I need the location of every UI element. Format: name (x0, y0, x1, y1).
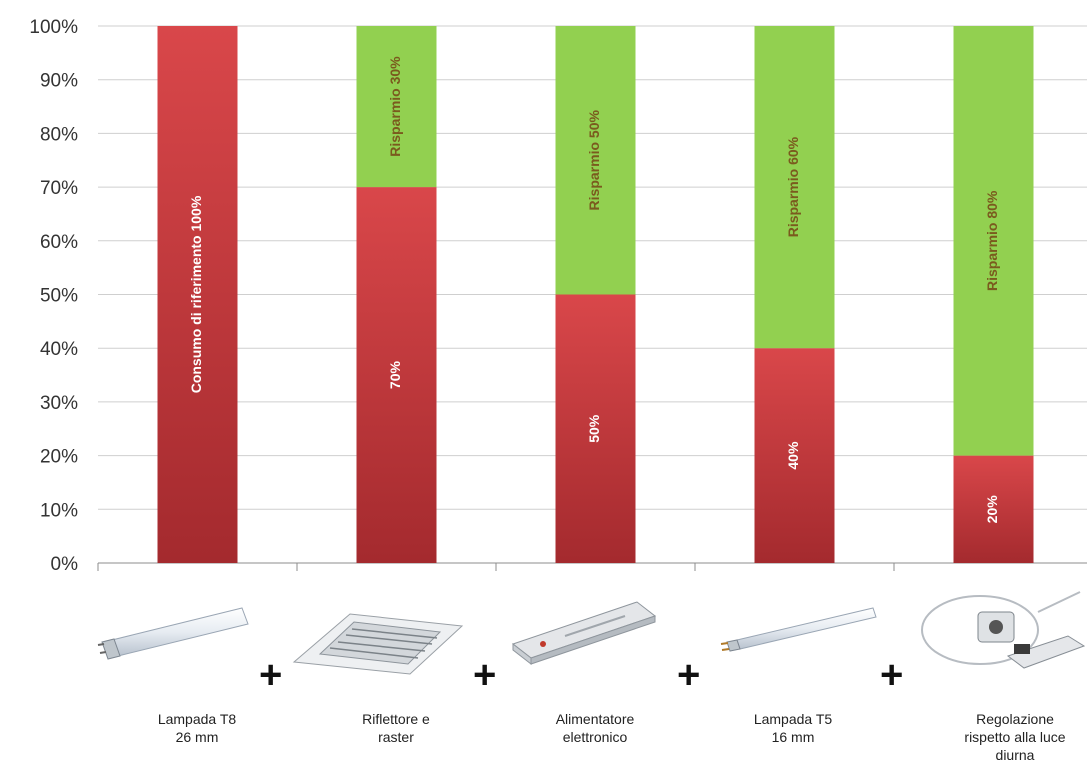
reflector-raster-luminaire-icon (292, 613, 464, 675)
bar-label-consumo: 20% (984, 495, 1000, 524)
category-label-riflettore: Riflettore e raster (362, 711, 430, 745)
bar-segment-consumo (754, 348, 835, 563)
category-label-t8: Lampada T8 26 mm (157, 711, 237, 745)
x-axis (97, 563, 895, 571)
bars: Consumo di riferimento 100% 70% Risparmio … (157, 26, 1034, 563)
bar-segment-risparmio (953, 26, 1034, 456)
category-label-t5: Lampada T5 16 mm (753, 711, 833, 745)
y-tick-label: 10% (40, 500, 78, 521)
electronic-ballast-icon (511, 601, 657, 666)
bar-label-risparmio: Risparmio 60% (785, 136, 801, 237)
daylight-sensor-control-icon (921, 591, 1086, 669)
y-tick-label: 70% (40, 178, 78, 199)
y-tick-label: 80% (40, 124, 78, 145)
y-tick-label: 50% (40, 286, 78, 307)
bar-label-risparmio: Risparmio 30% (387, 56, 403, 157)
fluorescent-tube-t5-icon (720, 607, 877, 652)
y-tick-label: 20% (40, 447, 78, 468)
plus-sign-1: + (259, 653, 283, 697)
bar-label-consumo: 70% (387, 360, 403, 389)
bar-label-risparmio: Risparmio 80% (984, 190, 1000, 291)
bar-label-risparmio: Risparmio 50% (586, 110, 602, 211)
bar-segment-consumo (157, 26, 238, 563)
plus-sign-2: + (473, 653, 497, 697)
y-tick-label: 90% (40, 71, 78, 92)
bar-segment-consumo (555, 294, 636, 563)
bar-segment-consumo (356, 187, 437, 563)
plus-sign-4: + (880, 653, 904, 697)
bar-segment-risparmio (754, 26, 835, 349)
y-tick-label: 30% (40, 393, 78, 414)
bar-segment-risparmio (356, 26, 437, 188)
y-axis-ticks: 0% 10% 20% 30% 40% 50% 60% 70% 80% 90% 100% (29, 17, 78, 575)
bar-label-consumo: 50% (586, 414, 602, 443)
category-label-alimentatore: Alimentatore elettronico (555, 711, 635, 745)
y-tick-label: 100% (29, 17, 78, 38)
y-tick-label: 0% (51, 554, 79, 575)
category-label-regolazione: Regolazione rispetto alla luce diurna (964, 711, 1066, 763)
y-tick-label: 40% (40, 339, 78, 360)
bar-segment-consumo (953, 455, 1034, 563)
fluorescent-tube-t8-icon (97, 607, 249, 660)
bar-label-consumo: Consumo di riferimento 100% (188, 195, 204, 393)
bar-segment-risparmio (555, 26, 636, 295)
y-tick-label: 60% (40, 232, 78, 253)
bar-label-consumo: 40% (785, 441, 801, 470)
plus-sign-3: + (677, 653, 701, 697)
